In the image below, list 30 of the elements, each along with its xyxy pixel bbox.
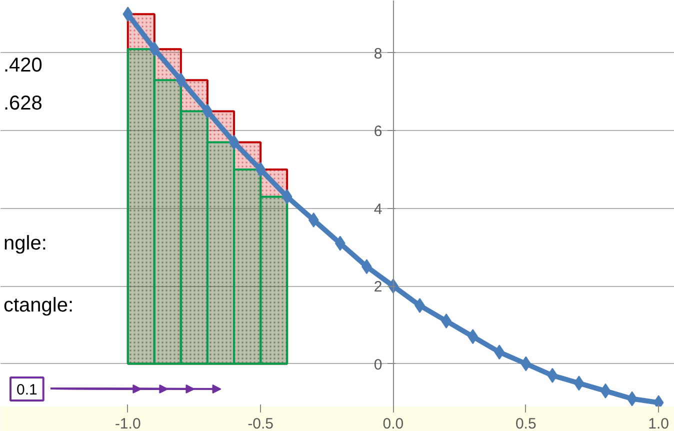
y-tick-label: 0 (374, 356, 382, 374)
annotation: ctangle: (4, 294, 74, 316)
x-tick-label: 1.0 (648, 416, 670, 431)
annotation: ngle: (4, 232, 47, 254)
y-tick-label: 2 (374, 278, 382, 296)
point (255, 162, 266, 178)
annotation: .420 (4, 54, 42, 76)
annotation: .628 (4, 92, 42, 114)
y-tick-label: 4 (374, 200, 382, 218)
point (122, 6, 134, 22)
x-tick-label: -1.0 (114, 416, 141, 431)
point (547, 368, 558, 383)
annotation: 0.1 (16, 382, 38, 398)
y-tick-label: 8 (374, 45, 382, 62)
point (228, 134, 240, 150)
point (626, 391, 638, 406)
x-tick-label: 0.5 (515, 416, 536, 431)
point (308, 212, 319, 228)
point (600, 383, 611, 398)
point (149, 42, 160, 57)
point (494, 344, 505, 360)
point (202, 104, 213, 119)
x-tick-label: -0.5 (248, 416, 274, 431)
point (520, 356, 532, 372)
point (334, 236, 346, 251)
y-tick-label: 6 (374, 123, 382, 140)
point (282, 189, 292, 204)
point (176, 72, 186, 88)
x-tick-label: 0.0 (382, 416, 404, 431)
point (574, 376, 584, 391)
